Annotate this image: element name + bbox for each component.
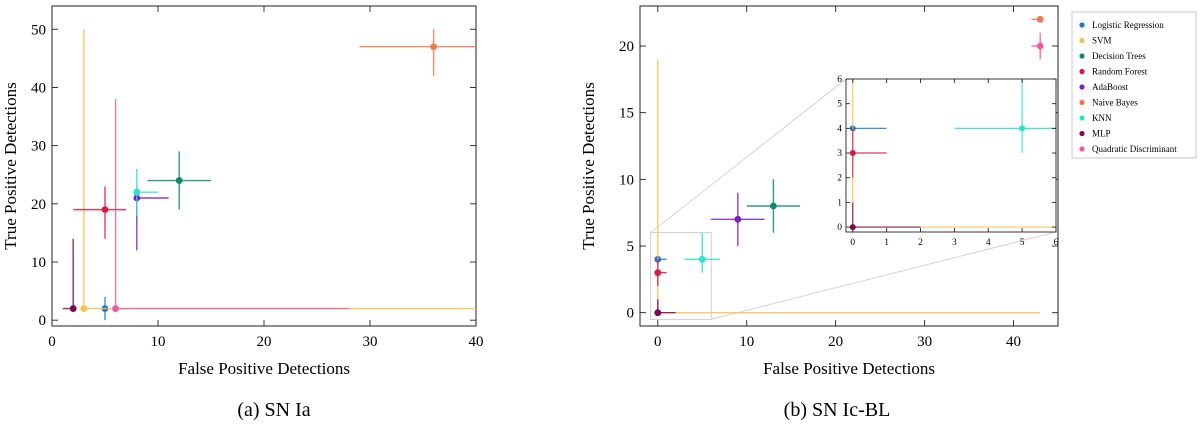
panel-a-y-tick-label: 10 xyxy=(31,255,46,271)
naive-bayes-point xyxy=(1036,15,1044,23)
svm-point xyxy=(80,305,88,312)
legend-label-knn: KNN xyxy=(1092,113,1112,123)
inset-y-tick-label: 1 xyxy=(837,198,842,208)
inset-axes-frame xyxy=(845,78,1057,233)
legend-label-svm: SVM xyxy=(1092,36,1112,46)
panel-a-x-tick-label: 0 xyxy=(48,334,56,350)
legend-label-adaboost: AdaBoost xyxy=(1092,82,1128,92)
panel-a-y-tick-label: 30 xyxy=(31,139,46,155)
panel-b-inset: 0 1 2 3 4 5 6 0 1 2 3 4 5 6 xyxy=(837,75,1058,248)
panel-a-ticks: 0 10 20 30 40 0 10 20 30 40 50 xyxy=(31,6,484,350)
legend-marker-random-forest xyxy=(1079,68,1085,75)
legend-label-logistic-regression: Logistic Regression xyxy=(1092,20,1164,30)
legend-marker-naive-bayes xyxy=(1079,99,1085,106)
panel-b-y-tick-label: 5 xyxy=(627,239,635,255)
legend-box xyxy=(1071,11,1197,159)
panel-b-x-tick-label: 40 xyxy=(1006,334,1021,350)
legend-label-naive-bayes: Naive Bayes xyxy=(1092,98,1138,108)
legend-marker-logistic-regression xyxy=(1079,22,1085,28)
panel-a-y-axis-label: True Positive Detections xyxy=(1,82,20,249)
inset-x-tick-label: 0 xyxy=(850,238,855,248)
random-forest-point xyxy=(849,150,856,157)
panel-b-x-tick-label: 30 xyxy=(917,334,932,350)
inset-ticks: 0 1 2 3 4 5 6 0 1 2 3 4 5 6 xyxy=(837,75,1058,248)
panel-a-y-tick-label: 50 xyxy=(31,22,46,38)
decision-trees-point xyxy=(770,202,777,210)
panel-b-y-tick-label: 0 xyxy=(627,306,635,322)
panel-b-x-tick-label: 0 xyxy=(654,334,662,350)
inset-y-tick-label: 5 xyxy=(837,100,842,110)
legend-label-mlp: MLP xyxy=(1092,129,1111,139)
panel-a-y-tick-label: 0 xyxy=(39,313,47,329)
mlp-point xyxy=(654,309,662,317)
inset-y-tick-label: 6 xyxy=(837,75,842,85)
decision-trees-point xyxy=(175,177,183,184)
quadratic-discriminant-point xyxy=(1036,42,1044,50)
knn-point xyxy=(133,188,141,196)
panel-b-x-axis-label: False Positive Detections xyxy=(763,359,935,378)
panel-b-y-tick-label: 20 xyxy=(619,39,634,55)
panel-b-x-tick-label: 20 xyxy=(828,334,843,350)
panel-a-data-marks xyxy=(62,29,476,321)
legend: Logistic Regression SVM Decision Trees Rand… xyxy=(1071,11,1197,159)
panel-a-x-tick-label: 10 xyxy=(151,334,166,350)
mlp-point xyxy=(69,305,77,312)
zoom-region-rect xyxy=(650,232,712,320)
panel-a-x-tick-label: 40 xyxy=(469,334,484,350)
adaboost-point xyxy=(734,215,742,223)
legend-label-quadratic-discriminant: Quadratic Discriminant xyxy=(1092,144,1177,154)
panel-b-y-tick-label: 15 xyxy=(619,106,634,122)
legend-marker-decision-trees xyxy=(1079,53,1085,59)
random-forest-point xyxy=(101,206,109,214)
panel-a-x-tick-label: 20 xyxy=(257,334,272,350)
inset-x-tick-label: 4 xyxy=(986,238,991,248)
legend-marker-mlp xyxy=(1079,130,1085,137)
panel-b-axes-frame xyxy=(639,5,1059,327)
panel-b-caption: (b) SN Ic-BL xyxy=(784,399,891,421)
legend-marker-knn xyxy=(1079,115,1085,121)
mlp-point xyxy=(849,224,856,231)
legend-items: Logistic Regression SVM Decision Trees Rand… xyxy=(1079,20,1177,154)
inset-y-tick-label: 4 xyxy=(837,124,842,134)
panel-b-data-marks xyxy=(654,15,1044,317)
knn-point xyxy=(1019,125,1026,132)
panel-b-zoom-indicator xyxy=(650,78,1057,320)
inset-data-marks xyxy=(849,79,1056,231)
inset-x-tick-label: 3 xyxy=(952,238,957,248)
inset-x-tick-label: 6 xyxy=(1054,238,1059,248)
naive-bayes-point xyxy=(430,43,437,51)
inset-x-tick-label: 2 xyxy=(918,238,923,248)
zoom-connector-top xyxy=(650,78,847,234)
random-forest-point xyxy=(654,269,662,277)
inset-x-tick-label: 1 xyxy=(884,238,889,248)
panel-a-x-tick-label: 30 xyxy=(363,334,378,350)
panel-a-y-tick-label: 20 xyxy=(31,197,46,213)
panel-a-y-tick-label: 40 xyxy=(31,80,46,96)
panel-b-y-tick-label: 10 xyxy=(619,172,634,188)
inset-y-tick-label: 0 xyxy=(837,223,842,233)
inset-y-tick-label: 3 xyxy=(837,149,842,159)
inset-x-tick-label: 5 xyxy=(1020,238,1025,248)
panel-a-caption: (a) SN Ia xyxy=(237,399,310,421)
legend-label-random-forest: Random Forest xyxy=(1092,67,1148,77)
knn-point xyxy=(698,255,706,263)
panel-a-x-axis-label: False Positive Detections xyxy=(178,359,350,378)
legend-marker-quadratic-discriminant xyxy=(1079,146,1085,152)
quadratic-discriminant-point xyxy=(112,305,119,312)
legend-marker-svm xyxy=(1079,37,1085,44)
inset-y-tick-label: 2 xyxy=(837,174,842,184)
legend-marker-adaboost xyxy=(1079,84,1085,90)
panel-b-sn-ic-bl: 0 10 20 30 40 0 5 10 15 20 0 1 2 3 4 5 6 0 1 2 3 4 5 6 False P… xyxy=(579,5,1059,421)
panel-a-sn-ia: 0 10 20 30 40 0 10 20 30 40 50 False Positive Dete… xyxy=(1,5,484,421)
zoom-connector-bottom xyxy=(711,231,1057,320)
legend-label-decision-trees: Decision Trees xyxy=(1092,51,1146,61)
inset-background xyxy=(846,79,1056,232)
panel-b-y-axis-label: True Positive Detections xyxy=(579,82,598,249)
panel-b-x-tick-label: 10 xyxy=(739,334,754,350)
